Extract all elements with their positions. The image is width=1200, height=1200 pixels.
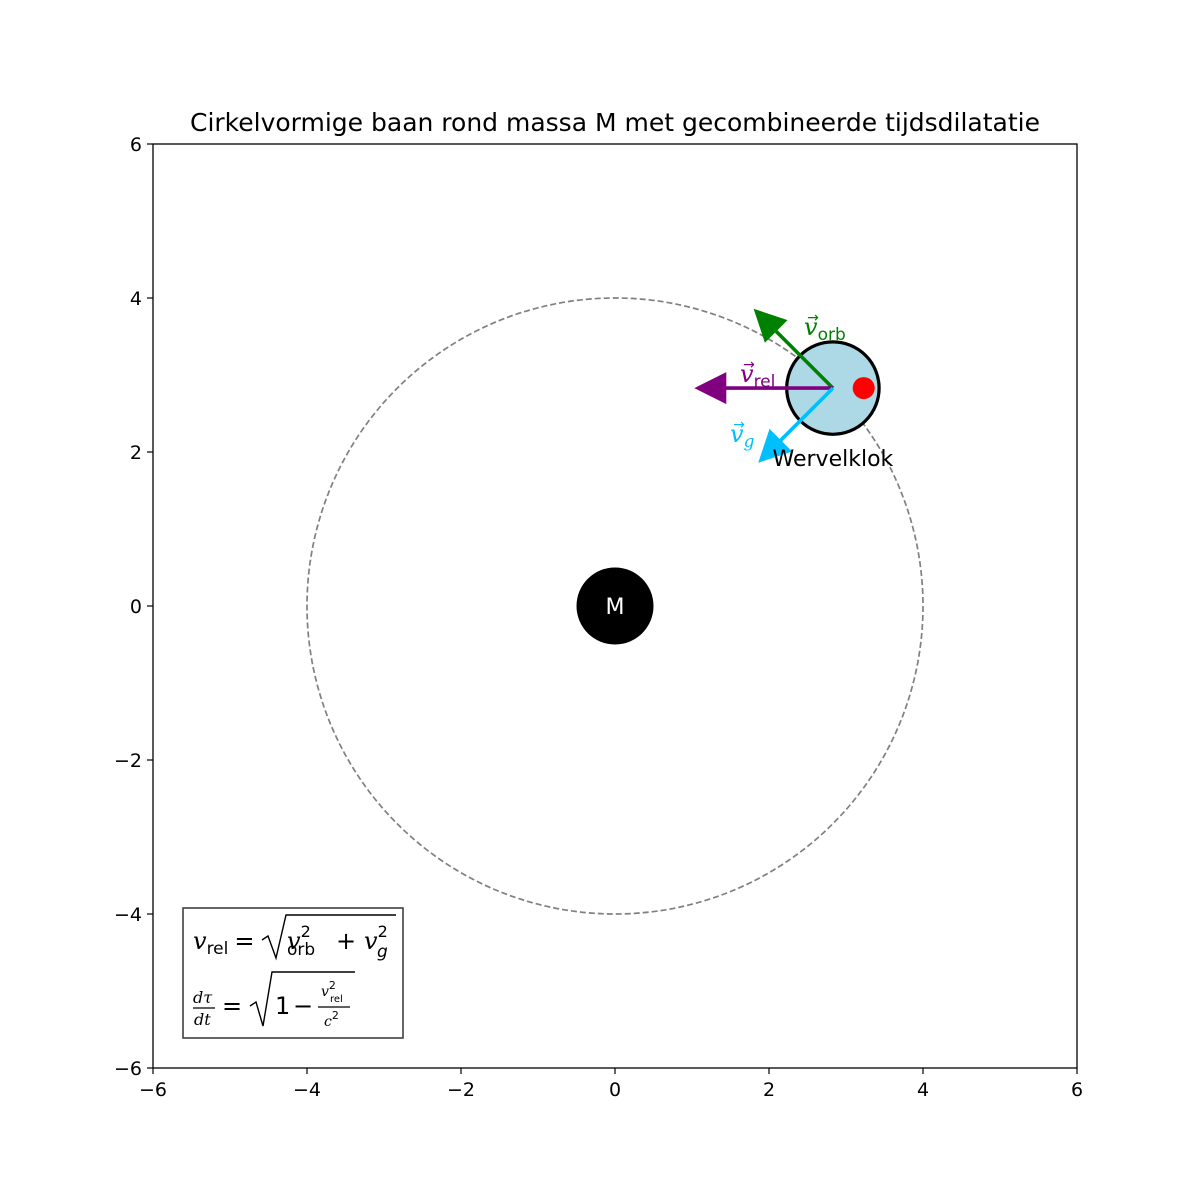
v-g-label: →vg [730, 417, 755, 452]
formula-box: vrel = v2 orb + v2 g dτ dt = 1 − v2 rel c… [182, 907, 404, 1039]
svg-text:→: → [807, 310, 819, 326]
y-tick-label: 4 [130, 288, 142, 310]
v-rel-arrow [694, 372, 833, 405]
clock-hand-marker [852, 377, 875, 400]
svg-text:vrel: vrel [740, 360, 775, 392]
y-tick-label: −6 [114, 1058, 142, 1080]
svg-text:c2: c2 [324, 1009, 339, 1030]
v-rel-label: →vrel [740, 357, 775, 392]
formula-relative-speed: vrel = v2 orb + v2 g [193, 914, 396, 962]
sqrt-sign [261, 914, 396, 961]
x-tick-label: −6 [139, 1079, 167, 1101]
chart-title: Cirkelvormige baan rond massa M met geco… [190, 108, 1040, 137]
y-tick-label: −2 [114, 750, 142, 772]
central-mass-label: M [606, 595, 625, 620]
svg-text:v2: v2 [321, 979, 336, 1000]
sqrt-sign [249, 971, 355, 1027]
svg-text:=: = [222, 992, 242, 1020]
svg-text:vrel=: vrel = [193, 927, 254, 959]
svg-text:rel: rel [330, 994, 343, 1005]
svg-text:g: g [377, 942, 388, 962]
y-tick-label: −4 [114, 904, 142, 926]
v-g-arrow [758, 386, 835, 463]
svg-text:−: − [293, 992, 313, 1020]
formula-box-frame [182, 907, 404, 1039]
svg-text:vg: vg [730, 420, 755, 452]
svg-text:v2: v2 [364, 922, 388, 955]
y-tick-label: 0 [130, 596, 142, 618]
svg-text:vorb: vorb [804, 313, 846, 345]
svg-text:→: → [743, 357, 755, 373]
y-tick-label: 6 [130, 134, 142, 156]
x-tick-label: 2 [763, 1079, 775, 1101]
svg-text:dτ: dτ [193, 988, 213, 1007]
svg-text:dt: dt [194, 1010, 211, 1029]
v-orb-label: →vorb [804, 310, 846, 345]
y-tick-label: 2 [130, 442, 142, 464]
x-tick-label: −2 [447, 1079, 475, 1101]
clock-label: Wervelklok [773, 447, 894, 472]
x-tick-label: −4 [293, 1079, 321, 1101]
orbit-path [306, 297, 924, 915]
x-tick-label: 4 [917, 1079, 929, 1101]
svg-text:1: 1 [275, 992, 290, 1020]
svg-text:+: + [336, 927, 356, 955]
svg-text:v2: v2 [287, 922, 311, 955]
formula-time-dilation: dτ dt = 1 − v2 rel c2 [193, 971, 355, 1030]
v-orb-arrow [753, 308, 835, 390]
x-tick-label: 0 [609, 1079, 621, 1101]
x-tick-label: 6 [1071, 1079, 1083, 1101]
central-mass [576, 567, 654, 645]
svg-text:→: → [733, 417, 745, 433]
svg-text:orb: orb [287, 940, 315, 960]
